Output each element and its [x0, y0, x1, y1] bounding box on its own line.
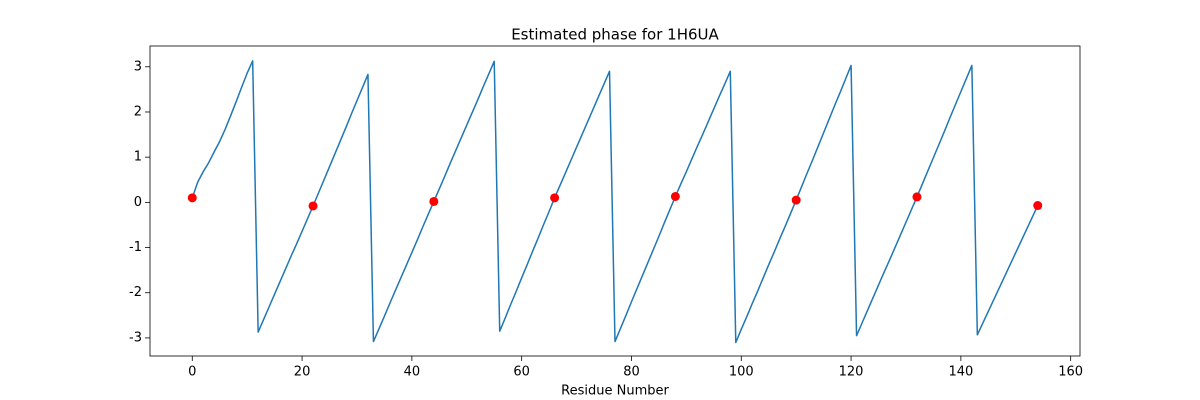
marker-point: [187, 193, 197, 203]
marker-point: [670, 191, 680, 201]
y-tick-label: -3: [129, 330, 142, 345]
y-tick-label: 3: [134, 59, 142, 74]
marker-point: [1033, 201, 1043, 211]
x-tick-label: 60: [513, 365, 530, 380]
marker-point: [550, 193, 560, 203]
x-tick-label: 160: [1058, 365, 1083, 380]
marker-point: [912, 192, 922, 202]
x-tick-label: 140: [948, 365, 973, 380]
x-axis-label: Residue Number: [561, 384, 669, 399]
x-tick-label: 20: [294, 365, 311, 380]
y-tick-label: 0: [134, 195, 142, 210]
chart-title: Estimated phase for 1H6UA: [511, 26, 719, 44]
y-tick-label: -2: [129, 285, 142, 300]
x-tick-label: 40: [404, 365, 421, 380]
y-tick-label: 2: [134, 104, 142, 119]
marker-point: [791, 195, 801, 205]
y-tick-label: 1: [134, 150, 142, 165]
x-tick-label: 100: [729, 365, 754, 380]
axes-frame: [149, 45, 1081, 357]
x-tick-label: 120: [839, 365, 864, 380]
x-tick-label: 0: [188, 365, 196, 380]
line: [191, 60, 1039, 344]
x-tick-label: 80: [623, 365, 640, 380]
marker-point: [429, 196, 439, 206]
marker-point: [308, 201, 318, 211]
y-tick-label: -1: [129, 240, 142, 255]
